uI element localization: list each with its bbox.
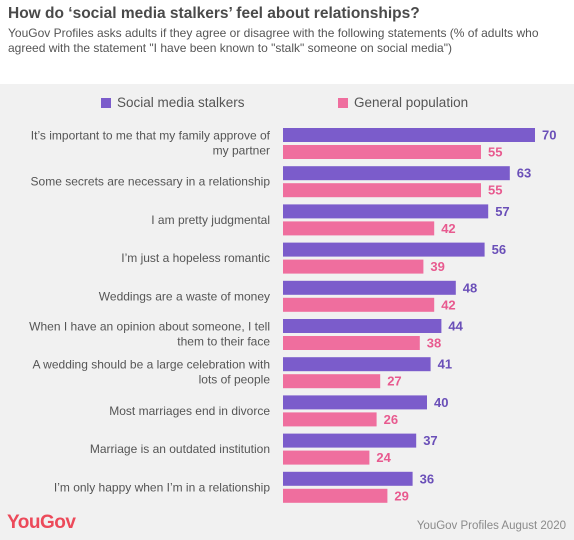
value-label-stalkers: 37 — [423, 433, 437, 448]
bar-general — [283, 374, 381, 389]
bar-general — [283, 145, 481, 159]
value-label-stalkers: 40 — [434, 395, 448, 410]
bar-general — [283, 336, 420, 350]
category-label: Some secrets are necessary in a relation… — [31, 175, 271, 189]
bar-stalkers — [283, 395, 427, 410]
category-label: Weddings are a waste of money — [99, 289, 270, 303]
value-label-general: 42 — [441, 297, 455, 312]
value-label-general: 27 — [387, 374, 401, 389]
chart-subtitle: YouGov Profiles asks adults if they agre… — [8, 26, 539, 55]
bar-stalkers — [283, 280, 456, 295]
bar-general — [283, 183, 481, 198]
value-label-stalkers: 63 — [517, 166, 531, 181]
category-label: When I have an opinion about someone, I … — [29, 320, 270, 349]
chart-title: How do ‘social media stalkers’ feel abou… — [8, 5, 420, 22]
bar-stalkers — [283, 128, 535, 142]
category-label: Marriage is an outdated institution — [90, 442, 270, 456]
legend-swatch-stalkers — [101, 98, 111, 108]
yougov-logo: YouGov — [7, 512, 76, 533]
source-note: YouGov Profiles August 2020 — [416, 520, 566, 532]
value-label-stalkers: 36 — [420, 471, 434, 486]
bar-stalkers — [283, 204, 489, 219]
bar-general — [283, 297, 435, 312]
value-label-stalkers: 44 — [448, 319, 463, 334]
value-label-general: 42 — [441, 221, 455, 236]
value-label-stalkers: 48 — [463, 280, 477, 295]
bar-stalkers — [283, 357, 431, 372]
legend-label-stalkers: Social media stalkers — [117, 95, 245, 110]
bar-stalkers — [283, 471, 413, 486]
legend-label-general: General population — [354, 95, 468, 110]
bar-general — [283, 259, 424, 274]
category-label: I’m just a hopeless romantic — [121, 251, 270, 265]
value-label-stalkers: 41 — [438, 357, 452, 372]
bar-general — [283, 488, 388, 503]
chart-header: How do ‘social media stalkers’ feel abou… — [0, 0, 574, 84]
value-label-general: 55 — [488, 183, 502, 198]
value-label-stalkers: 57 — [495, 204, 509, 219]
bar-general — [283, 221, 435, 236]
value-label-general: 55 — [488, 145, 502, 160]
bar-general — [283, 412, 377, 427]
value-label-stalkers: 56 — [492, 242, 506, 257]
value-label-stalkers: 70 — [542, 128, 556, 143]
bar-stalkers — [283, 433, 417, 448]
bar-general — [283, 450, 370, 465]
category-label: It’s important to me that my family appr… — [31, 129, 271, 158]
legend-swatch-general — [338, 98, 348, 108]
value-label-general: 38 — [427, 336, 441, 351]
bar-stalkers — [283, 242, 485, 257]
value-label-general: 26 — [384, 412, 398, 427]
value-label-general: 24 — [376, 450, 391, 465]
category-label: Most marriages end in divorce — [109, 404, 270, 418]
value-label-general: 29 — [394, 488, 408, 503]
category-label: I am pretty judgmental — [151, 213, 270, 227]
category-label: A wedding should be a large celebration … — [33, 358, 271, 387]
value-label-general: 39 — [430, 259, 444, 274]
bar-stalkers — [283, 319, 442, 333]
category-label: I’m only happy when I’m in a relationshi… — [54, 480, 270, 494]
bar-stalkers — [283, 166, 510, 181]
